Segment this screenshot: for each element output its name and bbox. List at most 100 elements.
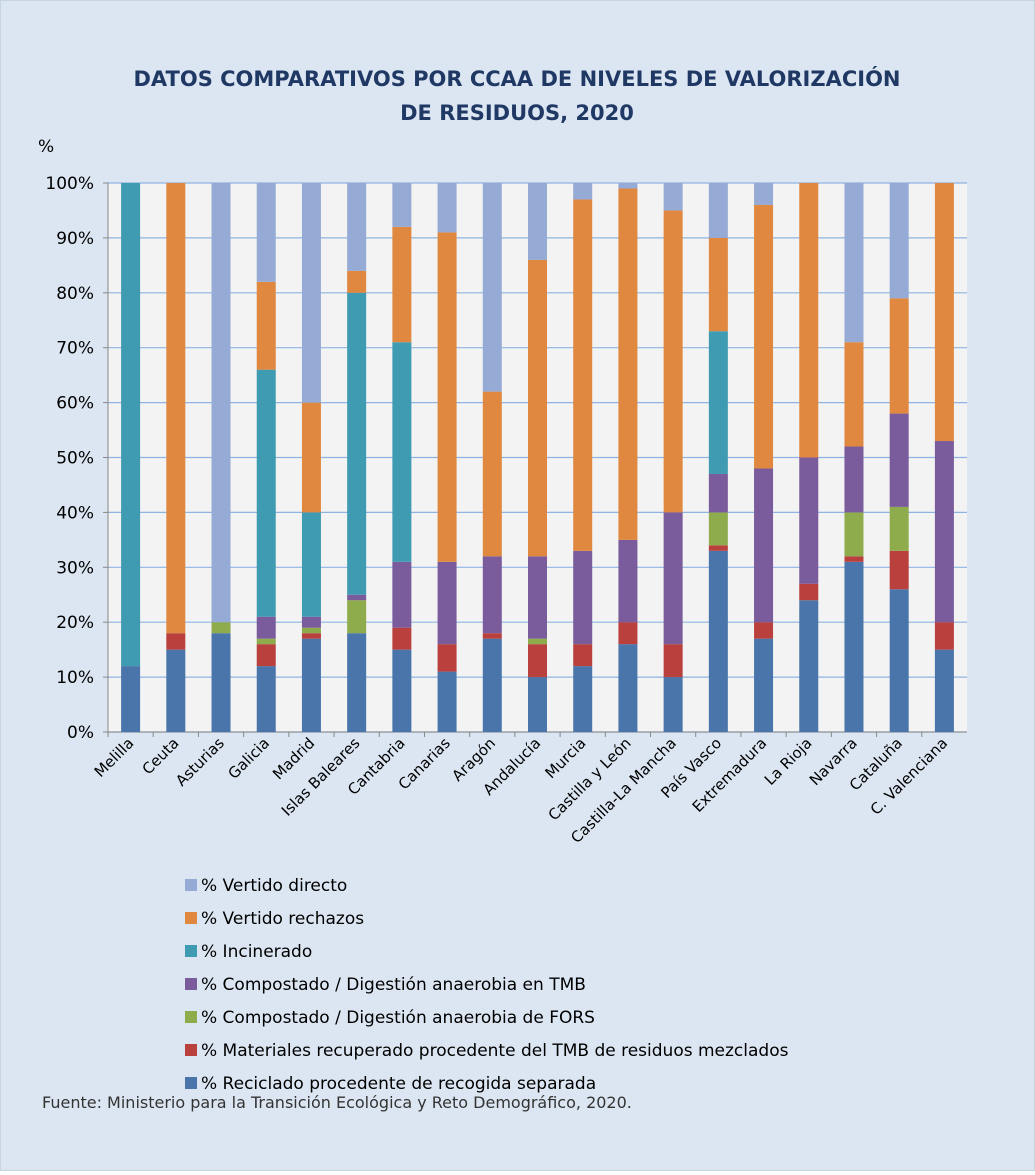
y-tick-label: 40% [56, 503, 94, 523]
bar-segment [256, 183, 276, 282]
bar-segment [889, 298, 909, 414]
bar-segment [482, 183, 502, 392]
bar-segment [618, 644, 638, 732]
bar-segment [934, 649, 954, 732]
bar-segment [708, 473, 728, 513]
bar-segment [844, 561, 864, 732]
bar-segment [301, 633, 321, 639]
bar-segment [211, 183, 231, 623]
bar-segment [528, 183, 547, 260]
bar-segment [708, 331, 728, 474]
bar-segment [528, 638, 547, 645]
legend-label: % Compostado / Digestión anaerobia de FO… [201, 1008, 595, 1028]
bar-segment [754, 183, 774, 205]
legend-label: % Incinerado [201, 942, 312, 962]
bar-segment [392, 183, 412, 227]
bar-segment [573, 183, 593, 200]
y-tick-label: 0% [67, 723, 94, 743]
legend-swatch [185, 879, 197, 891]
y-axis-label: % [38, 137, 54, 157]
bar-segment [256, 644, 276, 667]
y-tick-label: 60% [56, 394, 94, 414]
chart-title: DE RESIDUOS, 2020 [400, 101, 634, 125]
bar-segment [301, 638, 321, 732]
bar-segment [754, 468, 774, 623]
bar-segment [347, 594, 367, 601]
bar-segment [799, 600, 819, 732]
bar-segment [708, 237, 728, 332]
bar-segment [482, 556, 502, 634]
legend-label: % Vertido directo [201, 876, 347, 896]
bar-segment [844, 446, 864, 513]
bar-segment [347, 633, 367, 732]
bar-segment [573, 199, 593, 551]
y-tick-label: 100% [45, 174, 94, 194]
y-tick-label: 90% [56, 229, 94, 249]
legend-swatch [185, 978, 197, 990]
source: Fuente: Ministerio para la Transición Ec… [42, 1093, 632, 1112]
bar-segment [256, 281, 276, 370]
bar-segment [663, 677, 683, 732]
bar-segment [618, 188, 638, 540]
bar-segment [799, 583, 819, 601]
bar-segment [663, 183, 683, 211]
bar-segment [256, 666, 276, 732]
legend-swatch [185, 945, 197, 957]
bar-segment [708, 550, 728, 732]
bar-segment [528, 677, 547, 732]
bar-segment [844, 342, 864, 447]
bar-segment [889, 183, 909, 299]
bar-segment [392, 342, 412, 562]
bar-segment [663, 210, 683, 513]
legend-label: % Reciclado procedente de recogida separ… [201, 1074, 596, 1094]
bar-segment [799, 183, 819, 458]
bar-segment [347, 183, 367, 271]
y-tick-label: 20% [56, 613, 94, 633]
bar-segment [437, 561, 457, 645]
bar-segment [528, 556, 547, 639]
bar-segment [708, 183, 728, 238]
bar-segment [437, 644, 457, 672]
bar-segment [256, 616, 276, 639]
bar-segment [301, 627, 321, 634]
bar-segment [754, 638, 774, 732]
y-tick-label: 30% [56, 558, 94, 578]
bar-segment [573, 550, 593, 645]
bar-segment [121, 666, 141, 732]
bar-segment [754, 622, 774, 639]
bar-segment [528, 259, 547, 557]
bar-segment [166, 183, 186, 634]
bar-segment [301, 183, 321, 403]
bar-segment [347, 600, 367, 634]
bar-segment [301, 402, 321, 513]
bar-segment [392, 226, 412, 343]
bar-segment [392, 561, 412, 628]
bar-segment [934, 441, 954, 623]
bar-segment [301, 512, 321, 617]
bar-segment [889, 550, 909, 590]
legend-label: % Materiales recuperado procedente del T… [201, 1041, 789, 1061]
bar-segment [121, 183, 141, 667]
bar-segment [618, 183, 638, 189]
legend-label: % Compostado / Digestión anaerobia en TM… [201, 975, 586, 995]
bar-segment [934, 622, 954, 650]
bar-segment [211, 622, 231, 634]
bar-segment [256, 369, 276, 617]
legend-swatch [185, 912, 197, 924]
bar-segment [347, 270, 367, 293]
bar-segment [392, 627, 412, 650]
chart-title: DATOS COMPARATIVOS POR CCAA DE NIVELES D… [133, 66, 900, 91]
bar-segment [663, 644, 683, 678]
bar-segment [392, 649, 412, 732]
bar-segment [211, 633, 231, 732]
legend-swatch [185, 1011, 197, 1023]
bar-segment [754, 204, 774, 469]
bar-segment [573, 666, 593, 732]
bar-segment [482, 391, 502, 557]
y-tick-label: 10% [56, 668, 94, 688]
bar-segment [889, 413, 909, 507]
bar-segment [482, 638, 502, 732]
y-tick-label: 80% [56, 284, 94, 304]
bar-segment [708, 512, 728, 546]
